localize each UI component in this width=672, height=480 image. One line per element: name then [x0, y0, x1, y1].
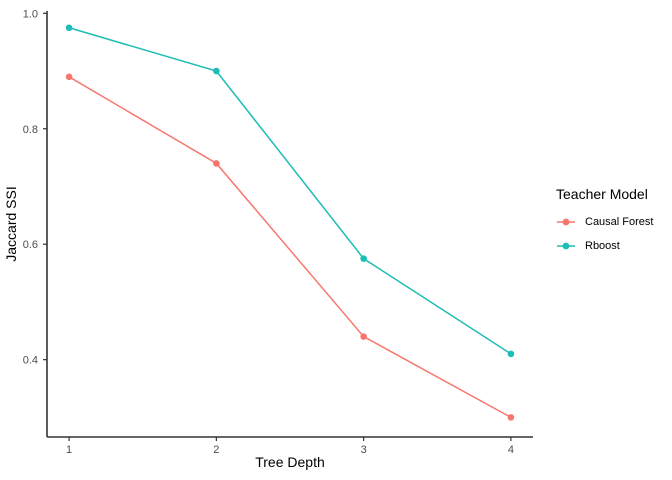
data-point-rboost-4 — [507, 350, 515, 358]
data-point-rboost-2 — [213, 67, 220, 75]
plot-area: 0.4 0.6 0.8 1.0 1 2 3 4 — [23, 8, 533, 456]
legend-label-rboost: Rboost — [585, 240, 620, 252]
y-tick-label: 0.8 — [23, 124, 38, 136]
x-tick-label: 4 — [508, 444, 514, 456]
y-tick-label: 0.6 — [23, 239, 38, 251]
legend-title: Teacher Model — [556, 186, 648, 202]
series-line-causal-forest — [68, 76, 512, 419]
y-tick-label: 0.4 — [23, 355, 38, 367]
data-point-causal-forest-2 — [213, 160, 220, 167]
legend-key-line-dot-icon — [557, 218, 575, 226]
data-point-causal-forest-3 — [360, 333, 367, 340]
x-tick-label: 1 — [66, 444, 72, 456]
data-point-causal-forest-4 — [507, 414, 515, 421]
legend: Teacher Model Causal Forest Rboost — [556, 186, 653, 258]
x-tick-label: 2 — [213, 444, 219, 456]
x-tick-label: 3 — [361, 444, 367, 456]
y-tick-label: 1.0 — [23, 8, 38, 20]
legend-entry-rboost: Rboost — [556, 234, 653, 258]
data-point-causal-forest-1 — [65, 73, 73, 81]
x-axis-title: Tree Depth — [255, 454, 325, 470]
legend-entry-causal-forest: Causal Forest — [556, 210, 653, 234]
series-line-rboost — [68, 27, 512, 355]
legend-key-line-dot-icon — [557, 242, 575, 250]
data-point-rboost-1 — [65, 24, 73, 32]
y-axis-title: Jaccard SSI — [3, 186, 19, 261]
legend-label-causal-forest: Causal Forest — [585, 216, 654, 228]
data-point-rboost-3 — [360, 255, 367, 262]
